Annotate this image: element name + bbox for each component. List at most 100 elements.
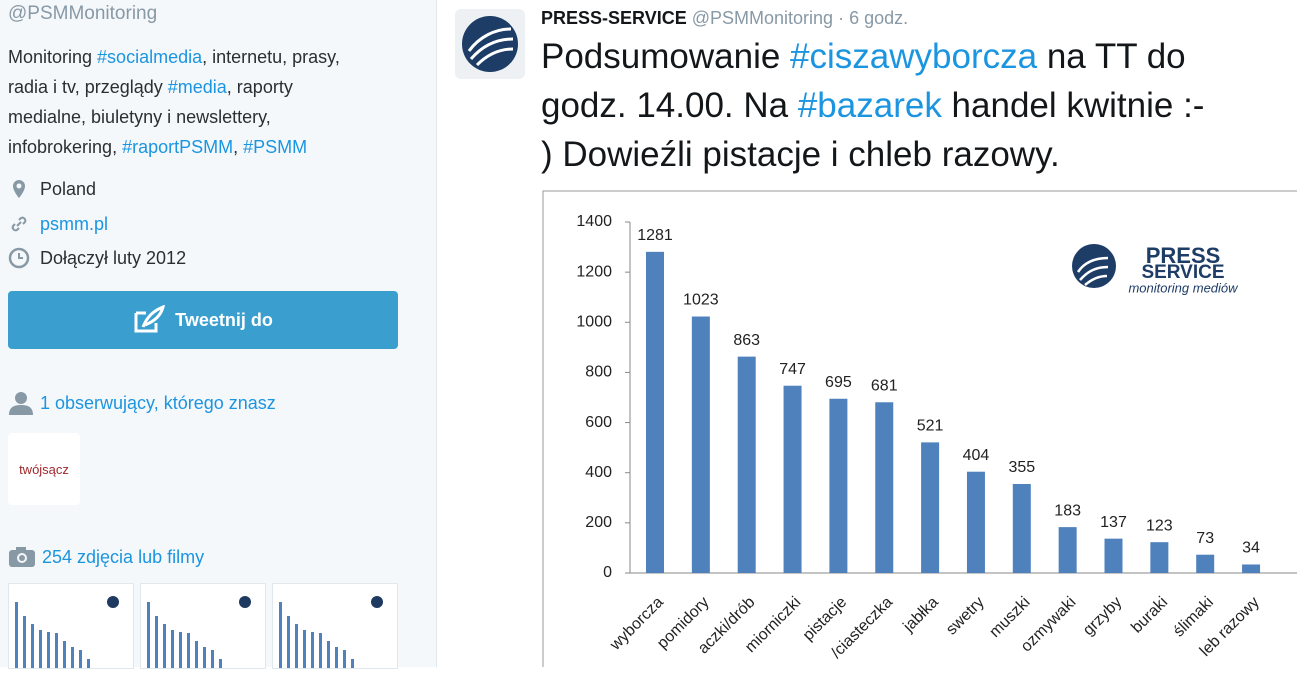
- text: , raporty: [226, 77, 293, 97]
- y-tick-label: 200: [585, 514, 612, 531]
- icon: [134, 305, 166, 333]
- bar: [1150, 542, 1169, 573]
- value-label: 355: [1008, 459, 1035, 476]
- bar: [646, 251, 664, 573]
- text: infobrokering,: [8, 137, 123, 157]
- media[interactable]: 254 zdjęcia lub filmy: [8, 546, 204, 568]
- text: ,: [233, 137, 244, 157]
- location-text: Poland: [40, 178, 97, 199]
- text-line: ) Dowieźli pistacje i chleb razowy.: [541, 130, 1204, 179]
- icon: [13, 180, 25, 198]
- tweet-text: Podsumowanie #ciszawyborcza na TT do godz…: [541, 32, 1204, 179]
- y-tick-label: 800: [585, 364, 612, 381]
- tweet-author[interactable]: PRESS-SERVICE: [541, 8, 687, 28]
- value-label: 521: [917, 418, 944, 435]
- website[interactable]: psmm.pl: [8, 213, 108, 235]
- text-line: godz. 14.00. Na #bazarek handel kwitnie …: [541, 81, 1204, 130]
- joined: Dołączył luty 2012: [8, 247, 186, 269]
- followers-link[interactable]: 1 obserwujący, którego znasz: [40, 392, 276, 413]
- text-line: medialne, biuletyny i newslettery,: [8, 102, 340, 132]
- thumb-image: [279, 596, 383, 668]
- thumb-image: [147, 596, 251, 668]
- value-label: 681: [871, 377, 898, 394]
- text-line: Podsumowanie #ciszawyborcza na TT do: [541, 32, 1204, 81]
- bar: [829, 398, 848, 573]
- bar: [1196, 554, 1215, 573]
- text: na TT do: [1037, 37, 1186, 76]
- value-label: 137: [1100, 514, 1127, 531]
- media-link[interactable]: 254 zdjęcia lub filmy: [42, 546, 205, 567]
- value-label: 73: [1196, 530, 1214, 547]
- bar: [1058, 527, 1077, 573]
- value-label: 747: [779, 361, 806, 378]
- tweet-avatar[interactable]: [455, 9, 525, 79]
- media-thumbnail[interactable]: [272, 583, 398, 669]
- bar: [966, 471, 985, 573]
- value-label: 34: [1242, 540, 1260, 557]
- joined-text: Dołączył luty 2012: [40, 247, 187, 268]
- text-line: Monitoring #socialmedia, internetu, pras…: [8, 42, 340, 72]
- thumb-image: [15, 596, 119, 668]
- media-thumbnail[interactable]: [8, 583, 134, 669]
- hashtag[interactable]: #raportPSMM: [122, 137, 234, 157]
- bar: [1104, 538, 1123, 573]
- text: ) Dowieźli pistacje i chleb razowy.: [541, 135, 1060, 174]
- bar: [783, 385, 802, 573]
- follower-avatar[interactable]: twójsącz: [8, 433, 80, 505]
- media-thumbnail[interactable]: [140, 583, 266, 669]
- text-line: infobrokering, #raportPSMM, #PSMM: [8, 132, 340, 162]
- hashtag[interactable]: #media: [167, 77, 227, 97]
- followers-known[interactable]: 1 obserwujący, którego znasz: [8, 391, 276, 415]
- value-label: 404: [963, 447, 990, 464]
- text: radia i tv, przeglądy: [8, 77, 168, 97]
- bar: [921, 442, 940, 573]
- y-tick-label: 1000: [576, 314, 612, 331]
- hashtag[interactable]: #ciszawyborcza: [790, 37, 1038, 76]
- text-line: radia i tv, przeglądy #media, raporty: [8, 72, 340, 102]
- website-link[interactable]: psmm.pl: [40, 213, 109, 234]
- text: , internetu, prasy,: [202, 47, 340, 67]
- icon: [9, 547, 35, 567]
- text: godz. 14.00. Na: [541, 86, 798, 125]
- y-tick-label: 0: [603, 564, 612, 581]
- bar: [737, 356, 756, 573]
- bar: [875, 402, 894, 573]
- bar: [691, 316, 710, 573]
- follower-avatar-text: twójsącz: [19, 461, 69, 477]
- logo-text: PRESS: [1146, 243, 1221, 268]
- chart-frame: [542, 190, 1297, 667]
- icon: [9, 392, 33, 415]
- value-label: 1023: [683, 292, 719, 309]
- chart-logo: PRESS SERVICE monitoring mediów: [1072, 243, 1239, 295]
- icon: [8, 247, 30, 269]
- hashtag[interactable]: #bazarek: [797, 86, 942, 125]
- tweet-button[interactable]: Tweetnij do: [8, 291, 398, 349]
- logo-text: monitoring mediów: [1128, 280, 1239, 295]
- bio: Monitoring #socialmedia, internetu, pras…: [8, 42, 340, 162]
- y-tick-label: 1200: [576, 263, 612, 280]
- text: handel kwitnie :-: [941, 86, 1205, 125]
- value-label: 695: [825, 374, 852, 391]
- value-label: 1281: [637, 227, 673, 244]
- bar: [1012, 483, 1031, 573]
- value-label: 123: [1146, 517, 1173, 534]
- tweet-button-label[interactable]: Tweetnij do: [175, 309, 273, 330]
- tweet-time[interactable]: · 6 godz.: [838, 8, 909, 28]
- value-label: 863: [733, 332, 760, 349]
- handle: @PSMMonitoring: [8, 3, 158, 24]
- tweet-header: PRESS-SERVICE @PSMMonitoring · 6 godz.: [541, 8, 908, 29]
- text: medialne, biuletyny i newslettery,: [8, 107, 271, 127]
- y-tick-label: 400: [585, 464, 612, 481]
- tweet-handle[interactable]: @PSMMonitoring: [691, 8, 834, 28]
- hashtag[interactable]: #socialmedia: [97, 47, 203, 67]
- value-label: 183: [1054, 502, 1081, 519]
- hashtag[interactable]: #PSMM: [243, 137, 308, 157]
- logo: [462, 16, 518, 72]
- y-tick-label: 600: [585, 414, 612, 431]
- icon: [11, 216, 27, 232]
- location: Poland: [8, 178, 96, 200]
- text: Podsumowanie: [541, 37, 791, 76]
- logo-text: SERVICE: [1141, 262, 1224, 283]
